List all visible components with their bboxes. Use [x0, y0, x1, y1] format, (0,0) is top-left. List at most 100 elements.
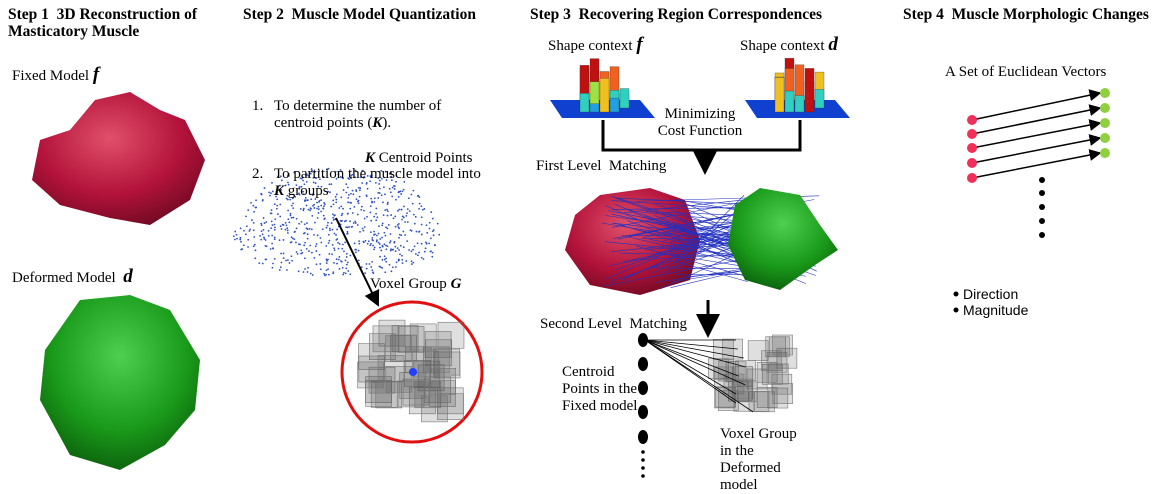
point	[337, 242, 339, 244]
point	[329, 228, 331, 230]
point	[415, 253, 417, 255]
point	[349, 273, 351, 275]
point	[389, 242, 391, 244]
point	[421, 257, 423, 259]
number: 2.	[252, 166, 274, 200]
point	[344, 242, 346, 244]
point	[365, 263, 367, 265]
label: Shape context d	[740, 36, 838, 55]
point	[274, 237, 276, 239]
point	[417, 242, 419, 244]
point	[262, 233, 264, 235]
point	[395, 226, 397, 228]
point	[392, 266, 394, 268]
point	[429, 228, 431, 230]
dot	[641, 466, 645, 470]
cube	[772, 335, 792, 355]
point	[383, 232, 385, 234]
symbol: K	[372, 115, 382, 131]
point	[396, 261, 398, 263]
point	[331, 253, 333, 255]
symbol: f	[636, 34, 642, 55]
point	[346, 253, 348, 255]
point	[314, 222, 316, 224]
point	[379, 243, 381, 245]
point	[243, 230, 245, 232]
point	[289, 262, 291, 264]
text: Shape context	[548, 38, 633, 54]
point	[390, 233, 392, 235]
point	[342, 267, 344, 269]
point	[285, 229, 287, 231]
point	[326, 227, 328, 229]
text: groups	[284, 183, 329, 199]
green-dot	[1100, 118, 1110, 128]
point	[317, 217, 319, 219]
point	[286, 269, 288, 271]
text: Shape context	[740, 38, 825, 54]
point	[424, 251, 426, 253]
point	[245, 234, 247, 236]
text: To partition the muscle model into	[274, 166, 485, 182]
point	[341, 220, 343, 222]
point	[358, 243, 360, 245]
list: 1.To determine the number of centroid po…	[252, 64, 492, 217]
point	[370, 243, 372, 245]
point	[390, 270, 392, 272]
point	[428, 242, 430, 244]
green-dot	[1100, 88, 1110, 98]
point	[349, 220, 351, 222]
point	[270, 227, 272, 229]
point	[303, 244, 305, 246]
point	[287, 230, 289, 232]
point	[382, 259, 384, 261]
point	[372, 240, 374, 242]
vector	[972, 108, 1100, 134]
bin	[805, 68, 814, 112]
point	[274, 218, 276, 220]
point	[380, 250, 382, 252]
fixed-model	[32, 92, 205, 225]
point	[274, 258, 276, 260]
text: Centroid Points	[379, 150, 473, 166]
point	[354, 221, 356, 223]
point	[368, 240, 370, 242]
point	[281, 228, 283, 230]
point	[279, 269, 281, 271]
cube	[772, 374, 792, 394]
label: Voxel Group G	[370, 276, 461, 293]
point	[311, 252, 313, 254]
point	[309, 228, 311, 230]
point	[399, 234, 401, 236]
point	[371, 261, 373, 263]
point	[430, 250, 432, 252]
point	[292, 238, 294, 240]
point	[378, 225, 380, 227]
text: To determine the number of centroid poin…	[274, 98, 445, 131]
point	[405, 260, 407, 262]
point	[370, 220, 372, 222]
point	[272, 247, 274, 249]
red-dot	[967, 173, 977, 183]
point	[287, 259, 289, 261]
step-title: Step 1 3D Reconstruction of Masticatory …	[8, 6, 228, 40]
point	[339, 220, 341, 222]
point	[374, 247, 376, 249]
label: A Set of Euclidean Vectors	[945, 64, 1106, 81]
point	[315, 250, 317, 252]
point	[370, 231, 372, 233]
point	[397, 224, 399, 226]
cube	[438, 322, 464, 348]
point	[372, 271, 374, 273]
point	[248, 230, 250, 232]
deformed-model	[40, 295, 200, 470]
point	[291, 260, 293, 262]
text: Voxel Group	[370, 276, 447, 292]
bin	[580, 93, 589, 112]
symbol: d	[828, 34, 838, 55]
vector	[972, 138, 1100, 163]
point	[381, 267, 383, 269]
point	[384, 259, 386, 261]
point	[339, 243, 341, 245]
dot	[1039, 218, 1045, 224]
